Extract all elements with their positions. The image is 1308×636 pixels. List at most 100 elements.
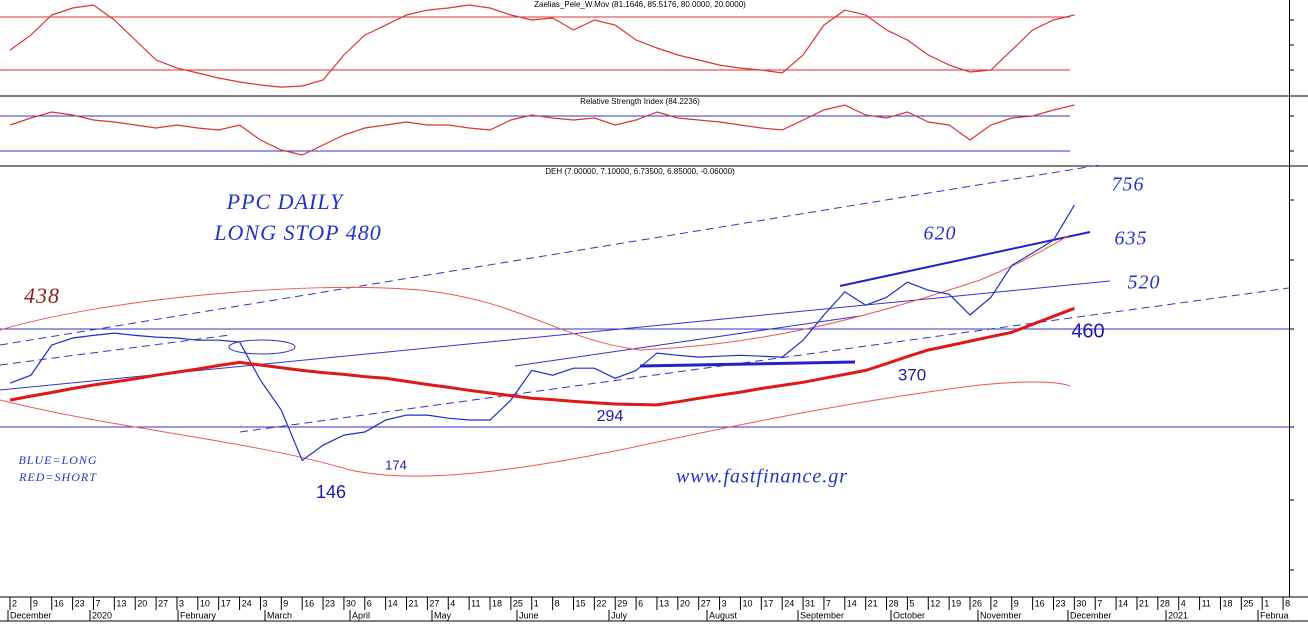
x-tick-label: 1	[1264, 598, 1269, 608]
x-tick-label: 16	[1035, 598, 1045, 608]
x-tick-label: 27	[701, 598, 711, 608]
x-tick-label: 3	[722, 598, 727, 608]
x-tick-label: 2	[993, 598, 998, 608]
x-tick-label: 4	[1181, 598, 1186, 608]
x-tick-label: 11	[1202, 598, 1211, 608]
x-tick-label: 3	[179, 598, 184, 608]
x-tick-label: 13	[659, 598, 669, 608]
x-tick-label: 27	[158, 598, 168, 608]
trend-line	[514, 315, 861, 367]
x-tick-label: 7	[95, 598, 100, 608]
panel-frames	[0, 0, 1308, 622]
annotation: 146	[316, 482, 346, 502]
annotation: 370	[898, 365, 926, 384]
series-line	[9, 204, 1075, 462]
x-tick-label: 10	[200, 598, 210, 608]
annotation: LONG STOP 480	[213, 220, 381, 245]
series-line	[9, 104, 1075, 156]
x-tick-label: 28	[889, 598, 899, 608]
x-tick-label: 19	[951, 598, 961, 608]
x-tick-label: 2	[12, 598, 17, 608]
series-line	[9, 4, 1075, 88]
x-tick-label: 30	[346, 598, 356, 608]
drawings	[0, 164, 1290, 477]
x-tick-label: 24	[784, 598, 794, 608]
x-tick-label: 27	[429, 598, 439, 608]
x-tick-label: 31	[805, 598, 815, 608]
band-line	[0, 234, 1071, 351]
x-tick-label: 1	[534, 598, 539, 608]
x-tick-label: 14	[847, 598, 857, 608]
x-tick-label: 30	[1076, 598, 1086, 608]
annotation: PPC DAILY	[226, 189, 345, 214]
x-tick-label: 10	[742, 598, 752, 608]
x-tick-label: 23	[325, 598, 335, 608]
annotation: 756	[1112, 174, 1145, 196]
band-line	[0, 381, 1071, 477]
annotation: 438	[24, 283, 60, 308]
x-tick-label: 7	[826, 598, 831, 608]
x-tick-label: 23	[1056, 598, 1066, 608]
month-label: December	[1070, 610, 1112, 620]
x-tick-label: 18	[1222, 598, 1232, 608]
month-label: September	[800, 610, 844, 620]
annotation: 635	[1115, 228, 1148, 250]
panel-title: Relative Strength Index (84.2236)	[580, 97, 700, 106]
month-label: March	[267, 610, 292, 620]
panel-title: Zaelias_Pele_W.Mov (81.1646, 85.5176, 80…	[534, 0, 746, 9]
month-label: November	[980, 610, 1022, 620]
trend-line	[0, 164, 1101, 346]
x-tick-label: 17	[763, 598, 773, 608]
x-tick-label: 23	[75, 598, 85, 608]
x-tick-label: 3	[262, 598, 267, 608]
x-tick-label: 6	[367, 598, 372, 608]
annotation: 620	[924, 223, 957, 245]
x-tick-label: 25	[1243, 598, 1253, 608]
x-tick-label: 20	[680, 598, 690, 608]
trend-line	[839, 231, 1091, 287]
x-tick-label: 9	[33, 598, 38, 608]
month-label: 2020	[92, 610, 112, 620]
ellipse	[228, 339, 296, 355]
x-tick-label: 11	[471, 598, 480, 608]
x-tick-label: 7	[1097, 598, 1102, 608]
x-tick-label: 28	[1160, 598, 1170, 608]
trend-line	[639, 360, 856, 368]
month-label: February	[180, 610, 217, 620]
x-tick-label: 9	[283, 598, 288, 608]
x-tick-label: 20	[137, 598, 147, 608]
series-line	[9, 306, 1075, 407]
month-label: July	[611, 610, 628, 620]
x-tick-label: 21	[868, 598, 878, 608]
x-tick-label: 14	[1118, 598, 1128, 608]
x-tick-label: 4	[450, 598, 455, 608]
x-tick-label: 5	[909, 598, 914, 608]
annotation: RED=SHORT	[18, 470, 97, 484]
month-label: August	[709, 610, 738, 620]
month-label: December	[10, 610, 52, 620]
annotation: 174	[385, 457, 407, 472]
right-axis-ticks	[1289, 19, 1294, 571]
trend-line	[239, 287, 1290, 433]
month-label: April	[352, 610, 370, 620]
month-label: 2021	[1168, 610, 1188, 620]
x-tick-label: 25	[513, 598, 523, 608]
x-tick-label: 24	[242, 598, 252, 608]
month-label: October	[893, 610, 925, 620]
x-tick-label: 21	[1139, 598, 1149, 608]
x-tick-label: 8	[1285, 598, 1290, 608]
x-tick-label: 18	[492, 598, 502, 608]
x-tick-label: 8	[555, 598, 560, 608]
annotation: www.fastfinance.gr	[676, 466, 848, 488]
x-tick-label: 12	[930, 598, 940, 608]
month-label: May	[434, 610, 452, 620]
x-tick-label: 14	[388, 598, 398, 608]
panel-title: DEH (7.00000, 7.10000, 6.73500, 6.85000,…	[545, 167, 735, 176]
x-tick-label: 17	[221, 598, 231, 608]
x-tick-label: 29	[617, 598, 627, 608]
x-tick-label: 21	[409, 598, 419, 608]
month-label: June	[519, 610, 539, 620]
x-tick-label: 16	[54, 598, 64, 608]
